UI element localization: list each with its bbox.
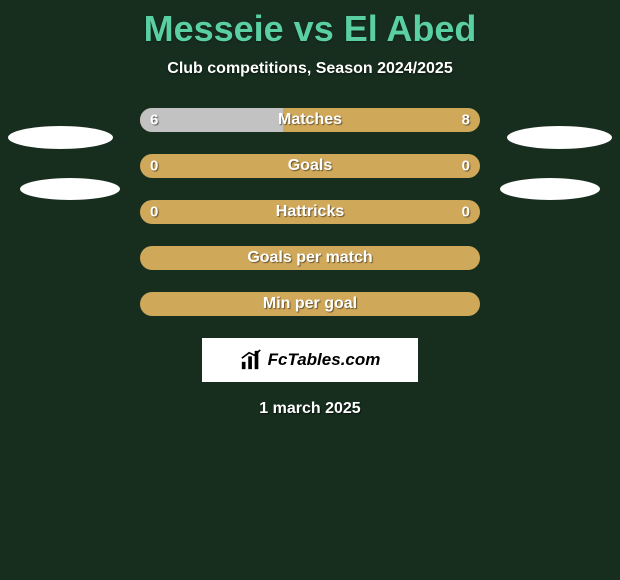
stat-row: 6 8 Matches	[0, 108, 620, 132]
stat-label: Goals	[288, 157, 332, 175]
brand-box: FcTables.com	[202, 338, 418, 382]
stat-bar: Goals per match	[140, 246, 480, 270]
stat-label: Hattricks	[276, 203, 344, 221]
player-left-badge-ellipse-2	[20, 178, 120, 200]
stat-row: Min per goal	[0, 292, 620, 316]
player-right-badge-ellipse-2	[500, 178, 600, 200]
stat-right-value: 0	[462, 158, 470, 175]
stat-row: Goals per match	[0, 246, 620, 270]
stat-row: 0 0 Hattricks	[0, 200, 620, 224]
stat-right-value: 0	[462, 204, 470, 221]
stat-bar-left-fill	[140, 108, 283, 132]
stat-bar: Min per goal	[140, 292, 480, 316]
stat-left-value: 6	[150, 112, 158, 129]
page-subtitle: Club competitions, Season 2024/2025	[167, 60, 452, 78]
stat-left-value: 0	[150, 158, 158, 175]
stat-bar: 0 0 Goals	[140, 154, 480, 178]
comparison-card: Messeie vs El Abed Club competitions, Se…	[0, 0, 620, 580]
stat-bar: 6 8 Matches	[140, 108, 480, 132]
stat-right-value: 8	[462, 112, 470, 129]
stat-label: Min per goal	[263, 295, 357, 313]
stat-label: Goals per match	[247, 249, 372, 267]
brand-text: FcTables.com	[268, 350, 381, 370]
brand-chart-icon	[240, 349, 262, 371]
snapshot-date: 1 march 2025	[259, 400, 360, 418]
stat-bar: 0 0 Hattricks	[140, 200, 480, 224]
stat-row: 0 0 Goals	[0, 154, 620, 178]
page-title: Messeie vs El Abed	[144, 8, 477, 50]
stat-label: Matches	[278, 111, 342, 129]
stat-left-value: 0	[150, 204, 158, 221]
